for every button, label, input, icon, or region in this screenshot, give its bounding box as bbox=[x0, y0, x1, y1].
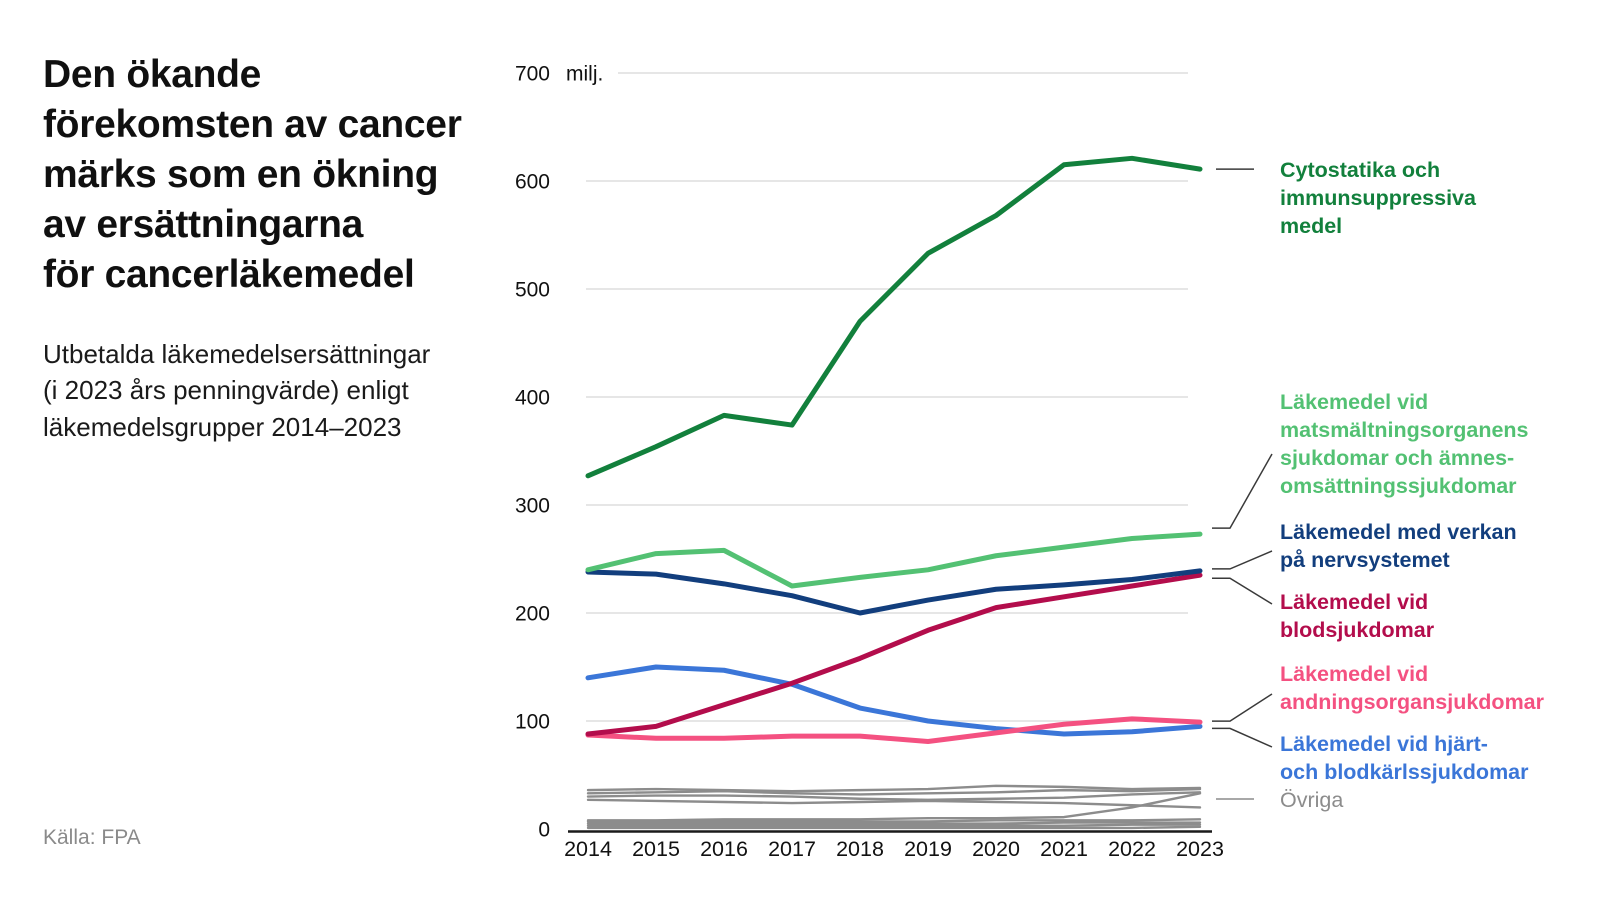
legend-hjart-blodkarl: Läkemedel vid hjärt- och blodkärlssjukdo… bbox=[1280, 732, 1529, 784]
legend-leader-line bbox=[1212, 577, 1273, 605]
x-tick-label: 2020 bbox=[972, 837, 1020, 861]
series-line-0 bbox=[585, 155, 1203, 479]
x-tick-label: 2022 bbox=[1108, 837, 1156, 861]
y-axis-unit: milj. bbox=[566, 63, 603, 86]
legend-cytostatika: Cytostatika och immunsuppressiva medel bbox=[1280, 158, 1476, 238]
y-tick-label: 300 bbox=[515, 495, 550, 518]
legend-ovriga: Övriga bbox=[1280, 788, 1344, 812]
left-column: Den ökande förekomsten av cancer märks s… bbox=[43, 50, 493, 446]
x-tick-label: 2023 bbox=[1176, 837, 1224, 861]
series-line-ovriga bbox=[586, 787, 1202, 796]
legend-leader-line bbox=[1212, 453, 1273, 529]
series-line-ovriga bbox=[586, 821, 1202, 825]
page-title: Den ökande förekomsten av cancer märks s… bbox=[43, 53, 462, 296]
legend-nervsystemet: Läkemedel med verkan på nervsystemet bbox=[1280, 520, 1517, 572]
x-tick-label: 2019 bbox=[904, 837, 952, 861]
legend-andningsorgan: Läkemedel vid andningsorgansjukdomar bbox=[1280, 662, 1545, 714]
x-tick-label: 2016 bbox=[700, 837, 748, 861]
y-tick-label: 500 bbox=[515, 279, 550, 302]
legend-leader-line bbox=[1212, 693, 1273, 722]
x-tick-label: 2014 bbox=[564, 837, 612, 861]
y-tick-label: 700 bbox=[515, 63, 550, 86]
page-subtitle: Utbetalda läkemedelsersättningar (i 2023… bbox=[43, 338, 431, 443]
legend-blodsjukdomar: Läkemedel vid blodsjukdomar bbox=[1280, 590, 1435, 642]
series-line-1 bbox=[585, 531, 1203, 589]
series-line-ovriga bbox=[586, 825, 1202, 830]
y-tick-label: 0 bbox=[538, 819, 550, 842]
series-line-ovriga bbox=[586, 818, 1202, 823]
series-line-ovriga bbox=[586, 823, 1202, 827]
y-tick-label: 200 bbox=[515, 603, 550, 626]
series-line-5 bbox=[585, 664, 1203, 737]
source-note: Källa: FPA bbox=[43, 826, 141, 849]
x-tick-label: 2018 bbox=[836, 837, 884, 861]
legend-matsmaltning: Läkemedel vid matsmältningsorganens sjuk… bbox=[1280, 390, 1529, 498]
series-line-4 bbox=[585, 716, 1203, 745]
series-line-2 bbox=[585, 568, 1203, 616]
legend-leader-line bbox=[1212, 727, 1273, 748]
y-tick-label: 600 bbox=[515, 171, 550, 194]
x-tick-label: 2021 bbox=[1040, 837, 1088, 861]
x-tick-label: 2015 bbox=[632, 837, 680, 861]
series-line-ovriga bbox=[586, 792, 1202, 822]
x-tick-label: 2017 bbox=[768, 837, 816, 861]
series-line-ovriga bbox=[586, 798, 1202, 809]
y-tick-label: 400 bbox=[515, 387, 550, 410]
series-line-ovriga bbox=[586, 784, 1202, 793]
legend-leader-line bbox=[1212, 550, 1273, 570]
series-line-3 bbox=[585, 572, 1203, 737]
series-line-ovriga bbox=[586, 791, 1202, 802]
y-tick-label: 100 bbox=[515, 711, 550, 734]
